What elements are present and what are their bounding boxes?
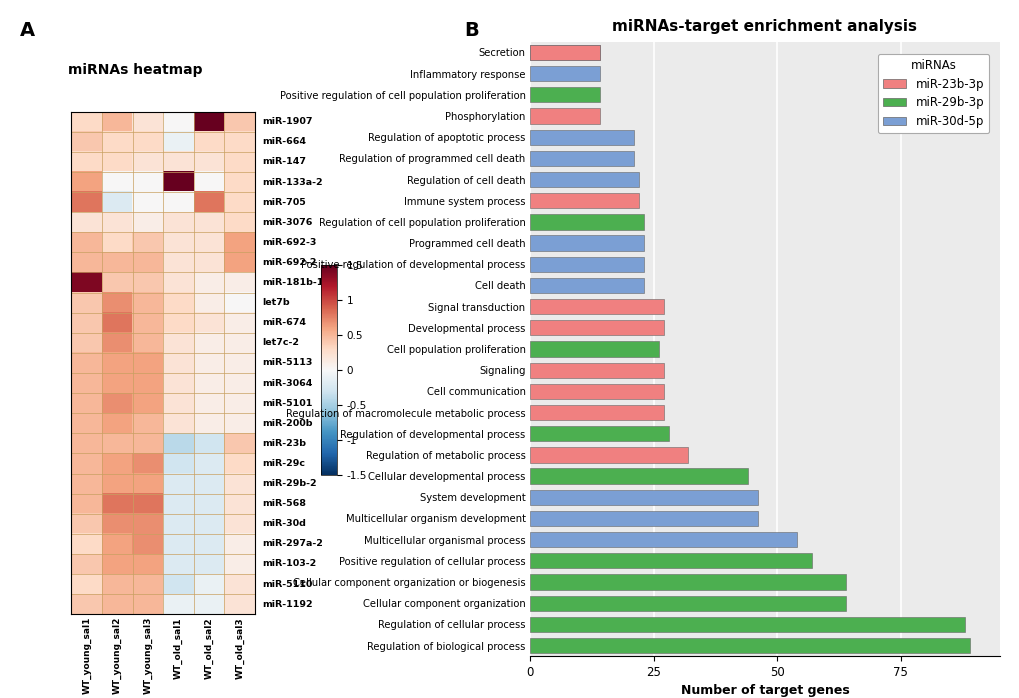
Text: miR-568: miR-568 — [262, 499, 306, 508]
Bar — [530, 554, 811, 568]
Bar — [530, 320, 663, 336]
Bar — [530, 447, 688, 463]
Bar — [530, 193, 639, 209]
Text: miR-29c: miR-29c — [262, 459, 305, 468]
Bar — [530, 257, 643, 272]
Bar — [530, 617, 964, 632]
Bar — [530, 532, 796, 547]
Bar — [530, 489, 757, 505]
Text: miR-23b: miR-23b — [262, 439, 306, 448]
Text: A: A — [20, 21, 36, 40]
Bar — [530, 511, 757, 526]
Bar — [530, 405, 663, 420]
Text: miR-103-2: miR-103-2 — [262, 560, 316, 568]
Text: miR-29b-2: miR-29b-2 — [262, 479, 317, 488]
Bar — [530, 45, 599, 60]
Text: miR-705: miR-705 — [262, 198, 306, 207]
Text: miR-5110: miR-5110 — [262, 579, 313, 588]
Bar — [530, 235, 643, 251]
Text: miR-692-3: miR-692-3 — [262, 238, 317, 247]
Bar — [530, 595, 846, 611]
Text: miR-5101: miR-5101 — [262, 399, 313, 408]
Text: miR-297a-2: miR-297a-2 — [262, 540, 323, 549]
Bar — [530, 299, 663, 314]
Text: miRNAs heatmap: miRNAs heatmap — [67, 63, 202, 77]
Bar — [530, 278, 643, 293]
Bar — [530, 638, 969, 653]
Text: miR-664: miR-664 — [262, 138, 306, 147]
Text: miR-147: miR-147 — [262, 158, 306, 166]
Text: miR-3064: miR-3064 — [262, 378, 313, 387]
Bar — [530, 362, 663, 378]
Legend: miR-23b-3p, miR-29b-3p, miR-30d-5p: miR-23b-3p, miR-29b-3p, miR-30d-5p — [877, 54, 988, 133]
Text: miR-1192: miR-1192 — [262, 600, 313, 609]
Title: miRNAs-target enrichment analysis: miRNAs-target enrichment analysis — [611, 19, 917, 34]
X-axis label: Number of target genes: Number of target genes — [680, 685, 849, 697]
Bar — [530, 151, 634, 166]
Bar — [530, 384, 663, 399]
Text: miR-1907: miR-1907 — [262, 117, 313, 126]
Text: miR-133a-2: miR-133a-2 — [262, 177, 323, 186]
Bar — [530, 172, 639, 187]
Text: let7b: let7b — [262, 298, 289, 307]
Bar — [530, 341, 658, 357]
Bar — [530, 108, 599, 124]
Text: miR-674: miR-674 — [262, 318, 306, 327]
Bar — [530, 45, 599, 60]
Bar — [530, 214, 643, 230]
Text: miR-30d: miR-30d — [262, 519, 306, 528]
Bar — [530, 468, 747, 484]
Bar — [530, 426, 668, 441]
Text: let7c-2: let7c-2 — [262, 339, 299, 348]
Text: miR-692-2: miR-692-2 — [262, 258, 317, 267]
Text: miR-3076: miR-3076 — [262, 218, 313, 227]
Bar — [530, 574, 846, 590]
Text: miR-200b: miR-200b — [262, 419, 313, 428]
Bar — [530, 130, 634, 144]
Text: B: B — [464, 21, 478, 40]
Text: miR-5113: miR-5113 — [262, 359, 313, 367]
Bar — [530, 66, 599, 81]
Bar — [530, 87, 599, 103]
Text: miR-181b-1: miR-181b-1 — [262, 278, 323, 287]
